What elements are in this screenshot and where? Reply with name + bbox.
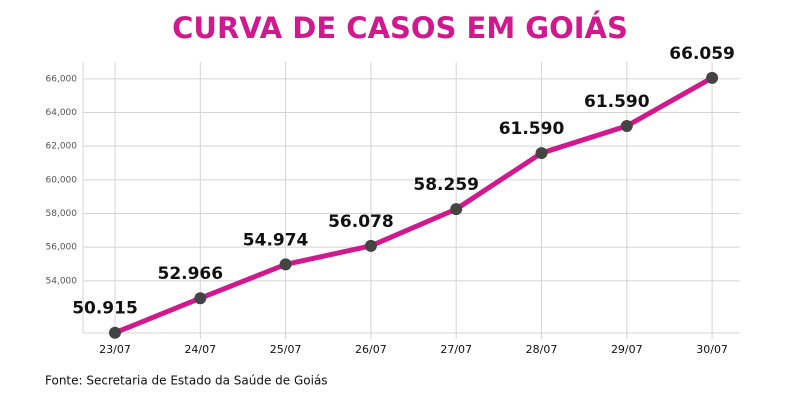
y-tick-label: 54,000: [46, 276, 78, 286]
point-label: 54.974: [243, 230, 309, 250]
point-label: 56.078: [328, 212, 394, 232]
x-tick-label: 26/07: [355, 343, 387, 356]
y-tick-label: 60,000: [46, 175, 78, 185]
point-label: 58.259: [413, 175, 479, 195]
chart-title: CURVA DE CASOS EM GOIÁS: [172, 11, 628, 45]
x-tick-label: 27/07: [440, 343, 472, 356]
point: [364, 239, 377, 252]
y-tick-label: 64,000: [46, 108, 78, 118]
point: [194, 292, 207, 305]
point: [535, 147, 548, 160]
point: [706, 71, 719, 84]
y-tick-label: 62,000: [46, 142, 78, 152]
point-label: 66.059: [669, 44, 735, 64]
source-note: Fonte: Secretaria de Estado da Saúde de …: [45, 374, 328, 388]
y-tick-label: 66,000: [46, 74, 78, 84]
point: [620, 119, 633, 132]
x-tick-label: 30/07: [696, 343, 728, 356]
point-label: 52.966: [157, 264, 223, 284]
line: [114, 75, 714, 336]
y-tick-label: 58,000: [46, 209, 78, 219]
point-label: 50.915: [72, 299, 138, 319]
point-label: 61.590: [584, 92, 650, 112]
point: [279, 258, 292, 271]
point-label: 61.590: [499, 119, 565, 139]
point: [450, 203, 463, 216]
point: [109, 326, 121, 339]
x-tick-label: 24/07: [184, 343, 216, 356]
y-tick-label: 56,000: [46, 243, 78, 253]
x-tick-label: 23/07: [99, 343, 131, 356]
x-tick-label: 29/07: [611, 343, 643, 356]
x-tick-label: 25/07: [270, 343, 302, 356]
x-tick-label: 28/07: [526, 343, 558, 356]
